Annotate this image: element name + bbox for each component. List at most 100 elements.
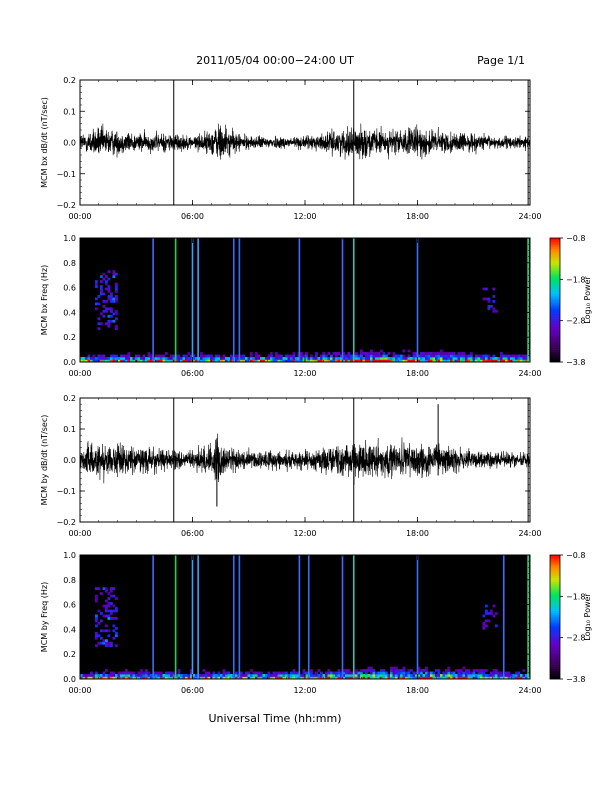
- spectrogram-cell: [205, 357, 208, 360]
- spectrogram-cell: [112, 594, 116, 598]
- waveform: [79, 433, 531, 485]
- spectrogram-cell: [275, 359, 278, 363]
- spectrogram-cell: [477, 676, 481, 680]
- x-tick-label: 06:00: [181, 369, 204, 378]
- spectrogram-cell: [115, 634, 118, 638]
- spectrogram-cell: [105, 300, 108, 303]
- spectrogram-cell: [242, 359, 246, 363]
- spectrogram-cell: [442, 674, 446, 677]
- spectrogram-cell: [212, 359, 216, 363]
- spectrogram-cell: [277, 354, 281, 358]
- spectrogram-cell: [437, 359, 441, 363]
- colorbar-segment: [550, 326, 560, 330]
- spectrogram-cell: [217, 676, 221, 680]
- spectrogram-cell: [222, 674, 226, 677]
- spectrogram-cell: [102, 309, 106, 313]
- spectrogram-cell: [490, 612, 493, 615]
- spectrogram-cell: [342, 674, 346, 677]
- spectrogram-cell: [285, 357, 288, 360]
- spectrogram-cell: [347, 354, 351, 358]
- spectrogram-cell: [342, 357, 346, 360]
- colorbar-segment: [550, 650, 560, 653]
- spectrogram-cell: [112, 272, 116, 276]
- spectrogram-cell: [95, 280, 98, 283]
- spectrogram-cell: [525, 359, 528, 363]
- colorbar-segment: [550, 563, 560, 566]
- spectrogram-cell: [312, 359, 316, 363]
- spectrogram-cell: [420, 352, 423, 355]
- colorbar-segment: [550, 316, 560, 319]
- spectrogram-cell: [390, 357, 393, 360]
- spectrogram-cell: [110, 295, 113, 298]
- spectrogram-cell: [95, 297, 98, 301]
- spectrogram-cell: [425, 669, 428, 672]
- spectrogram-cell: [277, 357, 281, 360]
- spectrogram-cell: [505, 674, 508, 677]
- spectrogram-cell: [240, 357, 243, 360]
- spectrogram-cell: [390, 359, 393, 363]
- spectrogram-cell: [110, 354, 113, 358]
- colorbar-segment: [550, 238, 560, 241]
- spectrogram-cell: [385, 676, 388, 680]
- spectrogram-cell: [385, 357, 388, 360]
- spectrogram-cell: [502, 357, 506, 360]
- spectrogram-cell: [457, 669, 461, 672]
- y-tick-label: 0.4: [63, 308, 76, 317]
- spectrogram-cell: [525, 354, 528, 358]
- spectrogram-cell: [192, 676, 196, 680]
- spectrogram-cell: [355, 354, 358, 358]
- spectrogram-cell: [345, 359, 348, 363]
- spectrogram-cell: [172, 674, 176, 677]
- spectrogram-cell: [452, 676, 456, 680]
- colorbar-segment: [550, 559, 560, 562]
- colorbar-segment: [550, 279, 560, 282]
- spectrogram-cell: [445, 676, 448, 680]
- spectrogram-cell: [460, 674, 463, 677]
- spectrogram-cell: [220, 357, 223, 360]
- spectrogram-cell: [255, 352, 258, 355]
- spectrogram-cell: [432, 354, 436, 358]
- colorbar-segment: [550, 289, 560, 293]
- spectrogram-cell: [177, 357, 181, 360]
- colorbar-segment: [550, 264, 560, 268]
- spectrogram-cell: [385, 354, 388, 358]
- spectrogram-cell: [415, 352, 418, 355]
- spectrogram-cell: [392, 676, 396, 680]
- spectrogram-cell: [440, 354, 443, 358]
- spectrogram-cell: [400, 359, 403, 363]
- y-tick-label: 0.2: [63, 394, 76, 403]
- spectrogram-cell: [122, 671, 126, 675]
- spectrogram-cell: [337, 669, 341, 672]
- spectrogram-cell: [347, 352, 351, 355]
- colorbar-segment: [550, 293, 560, 297]
- spectrogram-cell: [115, 676, 118, 680]
- spectrogram-cell: [305, 357, 308, 360]
- spectrogram-cell: [467, 669, 471, 672]
- spectrogram-cell: [430, 354, 433, 358]
- spectrogram-cell: [407, 357, 411, 360]
- spectrogram-cell: [140, 674, 143, 677]
- colorbar-tick-label: −3.8: [566, 358, 585, 367]
- spectrogram-cell: [187, 357, 191, 360]
- spectrogram-cell: [475, 676, 478, 680]
- spectrogram-cell: [287, 676, 291, 680]
- spectrogram-cell: [515, 357, 518, 360]
- spectrogram-cell: [405, 674, 408, 677]
- spectrogram-cell: [95, 359, 98, 363]
- spectrogram-cell: [412, 357, 416, 360]
- spectrogram-cell: [180, 674, 183, 677]
- spectrogram-cell: [147, 357, 151, 360]
- spectrogram-cell: [97, 587, 101, 591]
- spectrogram-cell: [157, 359, 161, 363]
- spectrogram-cell: [315, 357, 318, 360]
- spectrogram-cell: [410, 357, 413, 360]
- spectrogram-cell: [225, 359, 228, 363]
- spectrogram-cell: [375, 357, 378, 360]
- spectrogram-cell: [220, 359, 223, 363]
- spectrogram-cell: [305, 352, 308, 355]
- colorbar-segment: [550, 266, 560, 270]
- spectrogram-cell: [340, 676, 343, 680]
- spectrogram-cell: [100, 292, 103, 296]
- x-tick-label: 06:00: [181, 686, 204, 695]
- spectrogram-cell: [505, 676, 508, 680]
